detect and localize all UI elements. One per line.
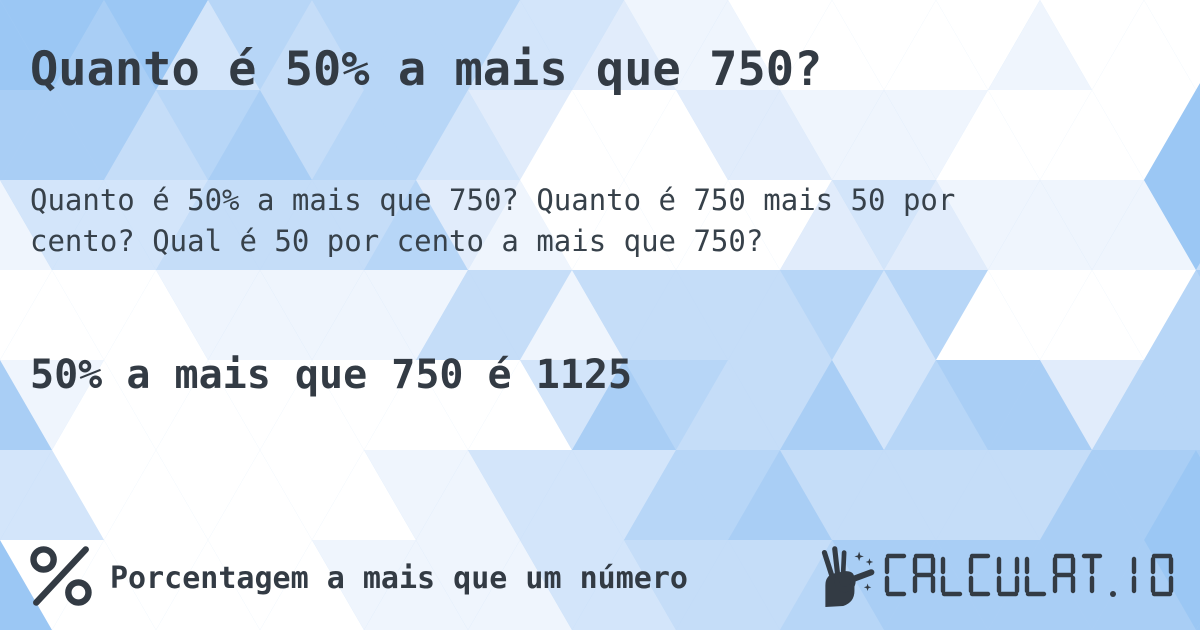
category-label: Porcentagem a mais que um número xyxy=(110,560,688,596)
calculatio-logo[interactable] xyxy=(816,544,1174,612)
question-text: Quanto é 50% a mais que 750? Quanto é 75… xyxy=(30,183,956,258)
hand-magic-wand-icon xyxy=(816,544,876,612)
answer-text: 50% a mais que 750 é 1125 xyxy=(30,352,633,398)
footer: Porcentagem a mais que um número xyxy=(0,540,1200,630)
percent-icon xyxy=(28,544,94,612)
category: Porcentagem a mais que um número xyxy=(28,544,688,612)
brand-wordmark xyxy=(884,553,1174,603)
page-title: Quanto é 50% a mais que 750? xyxy=(30,42,823,97)
